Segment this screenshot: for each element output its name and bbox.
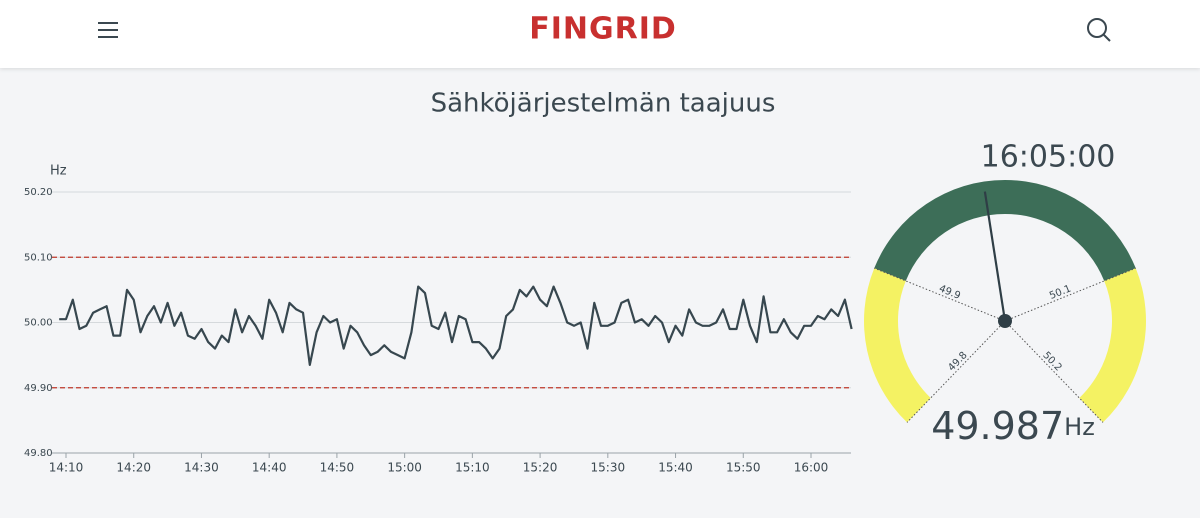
- x-tick-label: 14:30: [184, 461, 219, 475]
- search-icon[interactable]: [1087, 18, 1111, 42]
- gauge-needle: [983, 191, 1007, 322]
- x-tick-label: 16:00: [794, 461, 829, 475]
- frequency-line: [59, 285, 853, 366]
- gauge-normal-band: [874, 180, 1136, 281]
- y-tick-label: 49.90: [24, 383, 53, 394]
- y-axis-label: Hz: [50, 164, 67, 179]
- y-tick-label: 49.80: [24, 448, 53, 459]
- menu-icon[interactable]: [98, 22, 118, 38]
- y-tick-label: 50.10: [24, 252, 53, 263]
- gauge-tick: [1004, 267, 1136, 322]
- x-tick-label: 15:40: [658, 461, 693, 475]
- gauge-tick: [1004, 320, 1104, 423]
- x-tick-label: 15:30: [591, 461, 626, 475]
- x-tick-label: 15:10: [455, 461, 490, 475]
- gauge-value: 49.987Hz: [931, 404, 1095, 448]
- gauge-low-band: [864, 268, 931, 423]
- x-tick-label: 14:40: [252, 461, 287, 475]
- x-tick-label: 14:20: [116, 461, 151, 475]
- gauge-tick: [874, 267, 1006, 322]
- x-tick-label: 14:10: [49, 461, 84, 475]
- x-tick-label: 15:00: [387, 461, 422, 475]
- logo[interactable]: FINGRID: [529, 12, 677, 47]
- header: [0, 0, 1200, 68]
- chart-title: Sähköjärjestelmän taajuus: [431, 89, 776, 119]
- x-tick-label: 15:20: [523, 461, 558, 475]
- x-tick-label: 14:50: [320, 461, 355, 475]
- gauge-hub: [998, 314, 1012, 328]
- y-tick-label: 50.00: [24, 318, 53, 329]
- gauge-unit: Hz: [1064, 413, 1095, 441]
- gauge-time: 16:05:00: [981, 140, 1116, 175]
- x-tick-label: 15:50: [726, 461, 761, 475]
- gauge-tick: [906, 320, 1006, 423]
- gauge-value-number: 49.987: [931, 404, 1064, 448]
- gauge-high-band: [1079, 268, 1146, 423]
- y-tick-label: 50.20: [24, 187, 53, 198]
